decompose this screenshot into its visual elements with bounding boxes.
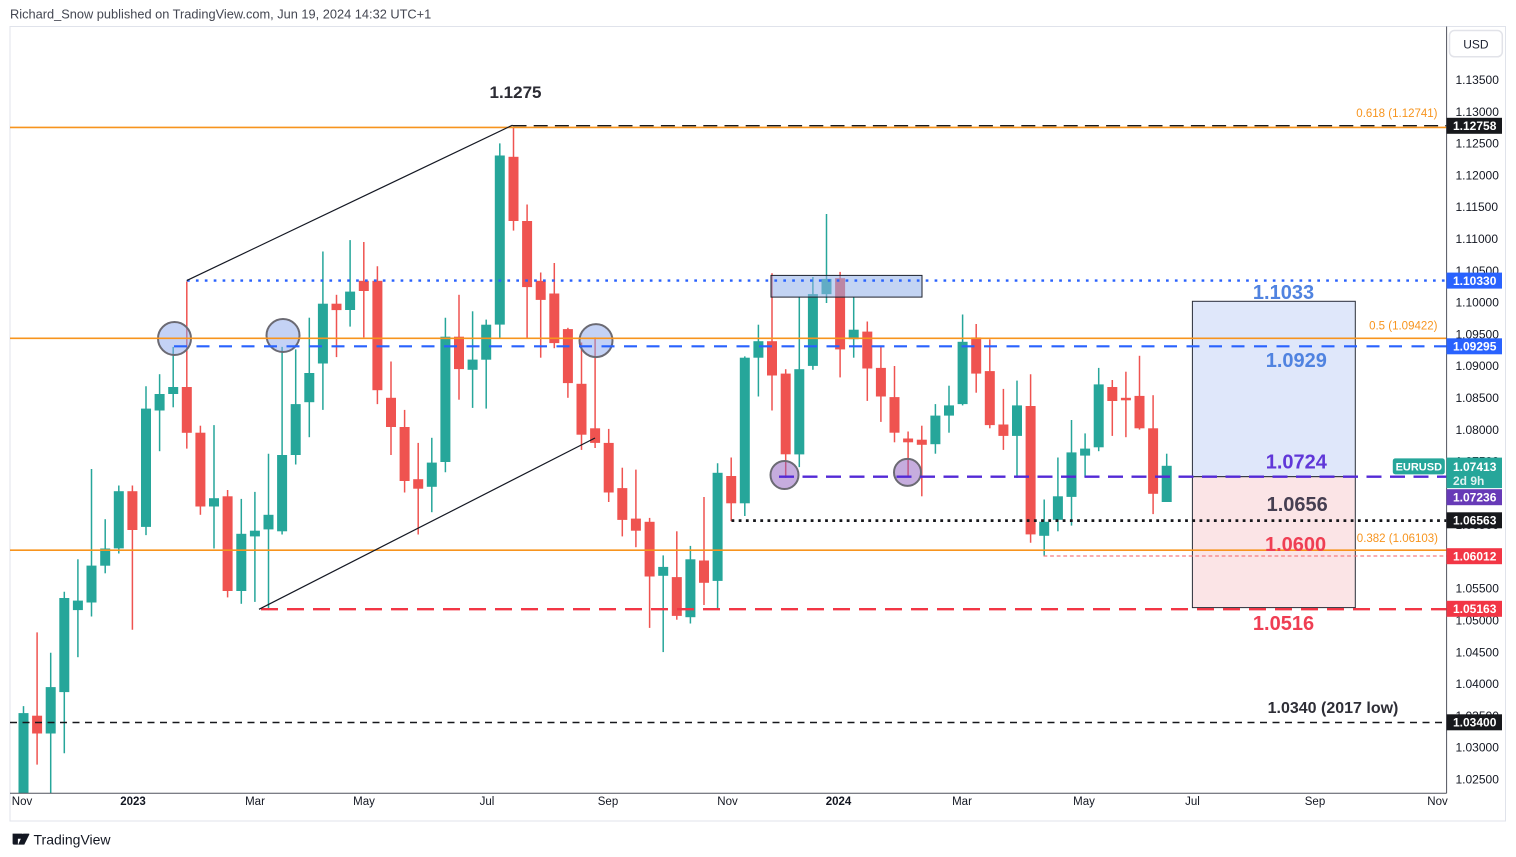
- svg-text:1.1033: 1.1033: [1253, 282, 1314, 304]
- svg-text:1.05163: 1.05163: [1453, 602, 1497, 616]
- svg-text:1.09000: 1.09000: [1456, 359, 1500, 373]
- svg-text:1.03400: 1.03400: [1453, 716, 1497, 730]
- svg-text:1.08000: 1.08000: [1456, 423, 1500, 437]
- svg-text:May: May: [1073, 796, 1095, 808]
- svg-text:0.618 (1.12741): 0.618 (1.12741): [1356, 108, 1437, 120]
- svg-text:Jul: Jul: [480, 796, 495, 808]
- svg-text:1.11500: 1.11500: [1456, 200, 1499, 214]
- svg-text:1.07413: 1.07413: [1453, 460, 1497, 474]
- svg-text:1.12000: 1.12000: [1456, 168, 1500, 182]
- svg-text:Sep: Sep: [598, 796, 618, 808]
- svg-text:USD: USD: [1463, 38, 1489, 52]
- svg-text:1.08500: 1.08500: [1456, 391, 1500, 405]
- svg-text:2023: 2023: [120, 796, 146, 808]
- svg-text:0.5 (1.09422): 0.5 (1.09422): [1369, 321, 1438, 333]
- svg-text:2d 9h: 2d 9h: [1453, 474, 1484, 488]
- svg-text:1.04000: 1.04000: [1456, 677, 1500, 691]
- svg-text:Mar: Mar: [952, 796, 972, 808]
- svg-text:1.11000: 1.11000: [1456, 232, 1499, 246]
- svg-text:1.05500: 1.05500: [1456, 582, 1500, 596]
- svg-text:1.07236: 1.07236: [1453, 491, 1497, 505]
- svg-text:Richard_Snow published on Trad: Richard_Snow published on TradingView.co…: [10, 7, 431, 22]
- svg-text:Jul: Jul: [1185, 796, 1200, 808]
- svg-text:Nov: Nov: [717, 796, 738, 808]
- svg-text:Nov: Nov: [1427, 796, 1448, 808]
- svg-text:1.1275: 1.1275: [490, 83, 542, 102]
- svg-text:1.06012: 1.06012: [1453, 550, 1497, 564]
- svg-text:1.12500: 1.12500: [1456, 137, 1500, 151]
- svg-text:TradingView: TradingView: [34, 832, 112, 848]
- svg-text:1.09500: 1.09500: [1456, 327, 1500, 341]
- svg-text:1.06563: 1.06563: [1453, 514, 1497, 528]
- svg-text:Sep: Sep: [1305, 796, 1325, 808]
- svg-text:1.12758: 1.12758: [1453, 119, 1497, 133]
- svg-text:May: May: [353, 796, 375, 808]
- svg-text:Nov: Nov: [12, 796, 33, 808]
- svg-text:1.10000: 1.10000: [1456, 296, 1500, 310]
- svg-text:1.0340 (2017 low): 1.0340 (2017 low): [1268, 700, 1399, 717]
- svg-text:1.13000: 1.13000: [1456, 105, 1500, 119]
- svg-text:1.09295: 1.09295: [1453, 340, 1497, 354]
- svg-text:EURUSD: EURUSD: [1396, 462, 1443, 474]
- svg-text:1.0724: 1.0724: [1266, 451, 1328, 473]
- svg-text:1.02500: 1.02500: [1456, 773, 1500, 787]
- svg-text:1.03000: 1.03000: [1456, 741, 1500, 755]
- svg-text:1.05000: 1.05000: [1456, 614, 1500, 628]
- svg-text:1.0600: 1.0600: [1265, 534, 1326, 556]
- svg-text:1.0656: 1.0656: [1267, 494, 1328, 516]
- svg-text:1.10330: 1.10330: [1453, 274, 1497, 288]
- svg-text:1.13500: 1.13500: [1456, 73, 1500, 87]
- svg-text:2024: 2024: [826, 796, 852, 808]
- svg-text:1.0929: 1.0929: [1266, 350, 1327, 372]
- svg-text:Mar: Mar: [245, 796, 265, 808]
- svg-text:1.0516: 1.0516: [1253, 613, 1314, 635]
- svg-text:1.04500: 1.04500: [1456, 645, 1500, 659]
- svg-text:0.382 (1.06103): 0.382 (1.06103): [1357, 533, 1438, 545]
